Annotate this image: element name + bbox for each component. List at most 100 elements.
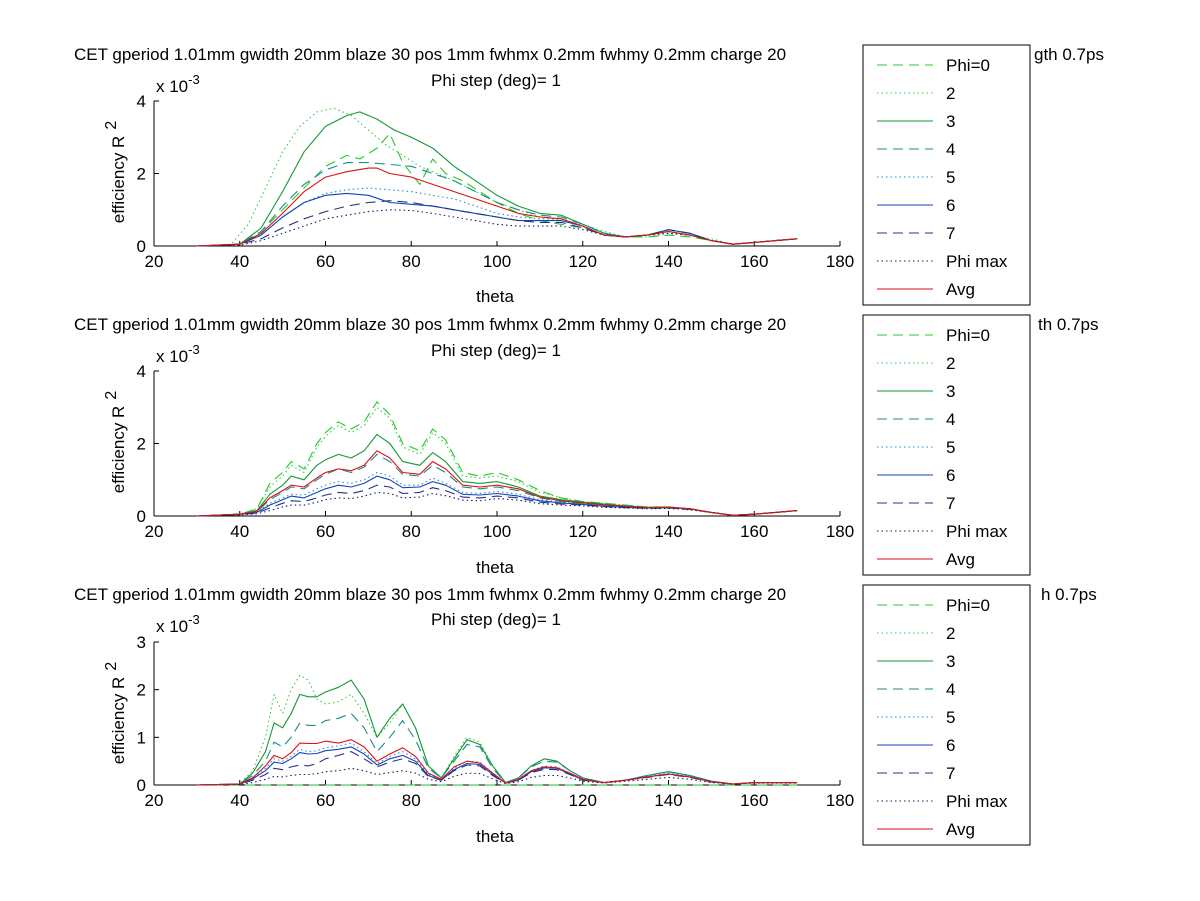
subplot-2-series-2 <box>196 406 798 517</box>
subplot-3-xtick-label: 180 <box>826 791 854 810</box>
subplot-1-xtick-label: 140 <box>654 252 682 271</box>
subplot-1-legend-label: 5 <box>946 168 955 187</box>
subplot-1-xtick-label: 120 <box>569 252 597 271</box>
subplot-3-xtick-label: 60 <box>316 791 335 810</box>
subplot-3-legend-label: 3 <box>946 652 955 671</box>
subplot-3-ytick-label: 3 <box>137 633 146 652</box>
subplot-2-legend: Phi=0 2 3 4 5 6 7 Phi max Avg <box>862 314 1031 576</box>
subplot-2-legend-box <box>862 314 1031 576</box>
subplot-1-title: CET gperiod 1.01mm gwidth 20mm blaze 30 … <box>74 45 786 64</box>
subplot-3-series-7 <box>196 751 798 786</box>
subplot-3-legend-box <box>862 584 1031 846</box>
subplot-3-xtick-label: 40 <box>230 791 249 810</box>
subplot-3-series-4 <box>196 712 798 786</box>
subplot-3-xtick-label: 20 <box>145 791 164 810</box>
subplot-3-series-2 <box>196 674 798 786</box>
subplot-3-ylabel-sup: 2 <box>103 662 120 671</box>
subplot-3-legend-label: 5 <box>946 708 955 727</box>
subplot-1-plot: 20 40 60 80 100 120 140 160 180 0 2 4 <box>137 92 855 271</box>
subplot-2-legend-label: 6 <box>946 466 955 485</box>
subplot-3-exponent-base: x 10 <box>156 617 188 636</box>
subplot-2-legend-label: 3 <box>946 382 955 401</box>
subplot-2-xtick-label: 160 <box>740 522 768 541</box>
subplot-2-series-avg <box>196 450 798 517</box>
subplot-1-xtick-label: 160 <box>740 252 768 271</box>
subplot-1-xtick-label: 40 <box>230 252 249 271</box>
subplot-2-legend-label: Avg <box>946 550 975 569</box>
subplot-2-legend-label: 2 <box>946 354 955 373</box>
subplot-3-legend-label: 6 <box>946 736 955 755</box>
subplot-1-xtick-label: 180 <box>826 252 854 271</box>
subplot-3-title: CET gperiod 1.01mm gwidth 20mm blaze 30 … <box>74 585 786 604</box>
subplot-1-ylabel-text: efficiency R <box>109 136 128 224</box>
subplot-3-legend-label: Avg <box>946 820 975 839</box>
subplot-3-plot: 20 40 60 80 100 120 140 160 180 0 1 2 3 <box>137 633 855 810</box>
subplot-3-exponent-sup: -3 <box>188 612 200 627</box>
subplot-3-legend-label: 4 <box>946 680 955 699</box>
subplot-3-ylabel-text: efficiency R <box>109 677 128 765</box>
subplot-2-xtick-label: 180 <box>826 522 854 541</box>
subplot-1-legend-label: 6 <box>946 196 955 215</box>
subplot-1-legend-label: 3 <box>946 112 955 131</box>
subplot-2-xtick-label: 100 <box>483 522 511 541</box>
subplot-1-subtitle: Phi step (deg)= 1 <box>431 71 561 90</box>
subplot-1-legend-label: 7 <box>946 224 955 243</box>
subplot-2-xtick-label: 120 <box>569 522 597 541</box>
subplot-3-xtick-label: 120 <box>569 791 597 810</box>
subplot-3-legend: Phi=0 2 3 4 5 6 7 Phi max Avg <box>862 584 1031 846</box>
subplot-2-ytick-label: 0 <box>137 507 146 526</box>
subplot-1-ytick-label: 0 <box>137 237 146 256</box>
subplot-2-legend-label: Phi max <box>946 522 1008 541</box>
subplot-2-ytick-label: 2 <box>137 435 146 454</box>
subplot-1-exponent-sup: -3 <box>188 72 200 87</box>
subplot-2-title: CET gperiod 1.01mm gwidth 20mm blaze 30 … <box>74 315 786 334</box>
subplot-3-series-avg <box>196 739 798 786</box>
subplot-3-xtick-label: 80 <box>402 791 421 810</box>
subplot-1-legend-label: 2 <box>946 84 955 103</box>
subplot-1-ytick-label: 4 <box>137 92 146 111</box>
subplot-3-ytick-label: 2 <box>137 681 146 700</box>
subplot-2-exponent-base: x 10 <box>156 347 188 366</box>
subplot-3-subtitle: Phi step (deg)= 1 <box>431 610 561 629</box>
subplot-1-exponent-base: x 10 <box>156 77 188 96</box>
subplot-3: CET gperiod 1.01mm gwidth 20mm blaze 30 … <box>74 585 1097 846</box>
subplot-2-exponent: x 10-3 <box>156 342 200 366</box>
subplot-1: CET gperiod 1.01mm gwidth 20mm blaze 30 … <box>74 45 1104 306</box>
subplot-2-xtick-label: 60 <box>316 522 335 541</box>
subplot-3-ytick-label: 0 <box>137 776 146 795</box>
subplot-2-plot: 20 40 60 80 100 120 140 160 180 0 2 4 <box>137 362 855 541</box>
subplot-2-xtick-label: 80 <box>402 522 421 541</box>
subplot-1-legend-label: Avg <box>946 280 975 299</box>
subplot-2-legend-label: Phi=0 <box>946 326 990 345</box>
subplot-2-legend-label: 4 <box>946 410 955 429</box>
subplot-1-series-avg <box>196 167 798 247</box>
subplot-1-ylabel-sup: 2 <box>103 121 120 130</box>
subplot-1-legend-label: 4 <box>946 140 955 159</box>
subplot-2-xtick-label: 140 <box>654 522 682 541</box>
subplot-2-xlabel: theta <box>476 558 514 577</box>
subplot-2-ylabel-sup: 2 <box>103 391 120 400</box>
subplot-2-xtick-label: 20 <box>145 522 164 541</box>
subplot-2-legend-label: 5 <box>946 438 955 457</box>
subplot-1-exponent: x 10-3 <box>156 72 200 96</box>
subplot-3-xtick-label: 100 <box>483 791 511 810</box>
subplot-2-xtick-label: 40 <box>230 522 249 541</box>
subplot-3-legend-label: Phi max <box>946 792 1008 811</box>
subplot-1-legend-label: Phi=0 <box>946 56 990 75</box>
subplot-1-legend-label: Phi max <box>946 252 1008 271</box>
subplot-1-legend-box <box>862 44 1031 306</box>
subplot-1-xtick-label: 60 <box>316 252 335 271</box>
subplot-3-xlabel: theta <box>476 827 514 846</box>
subplot-3-xtick-label: 160 <box>740 791 768 810</box>
subplot-1-xtick-label: 20 <box>145 252 164 271</box>
subplot-3-ylabel: efficiency R 2 <box>103 662 128 765</box>
subplot-1-series-phi-0 <box>196 133 798 247</box>
subplot-1-xtick-label: 100 <box>483 252 511 271</box>
subplot-2-subtitle: Phi step (deg)= 1 <box>431 341 561 360</box>
subplot-1-ylabel: efficiency R 2 <box>103 121 128 224</box>
subplot-1-ytick-label: 2 <box>137 165 146 184</box>
subplot-2-series-7 <box>196 484 798 517</box>
subplot-2: CET gperiod 1.01mm gwidth 20mm blaze 30 … <box>74 315 1099 577</box>
subplot-1-series-7 <box>196 200 798 247</box>
